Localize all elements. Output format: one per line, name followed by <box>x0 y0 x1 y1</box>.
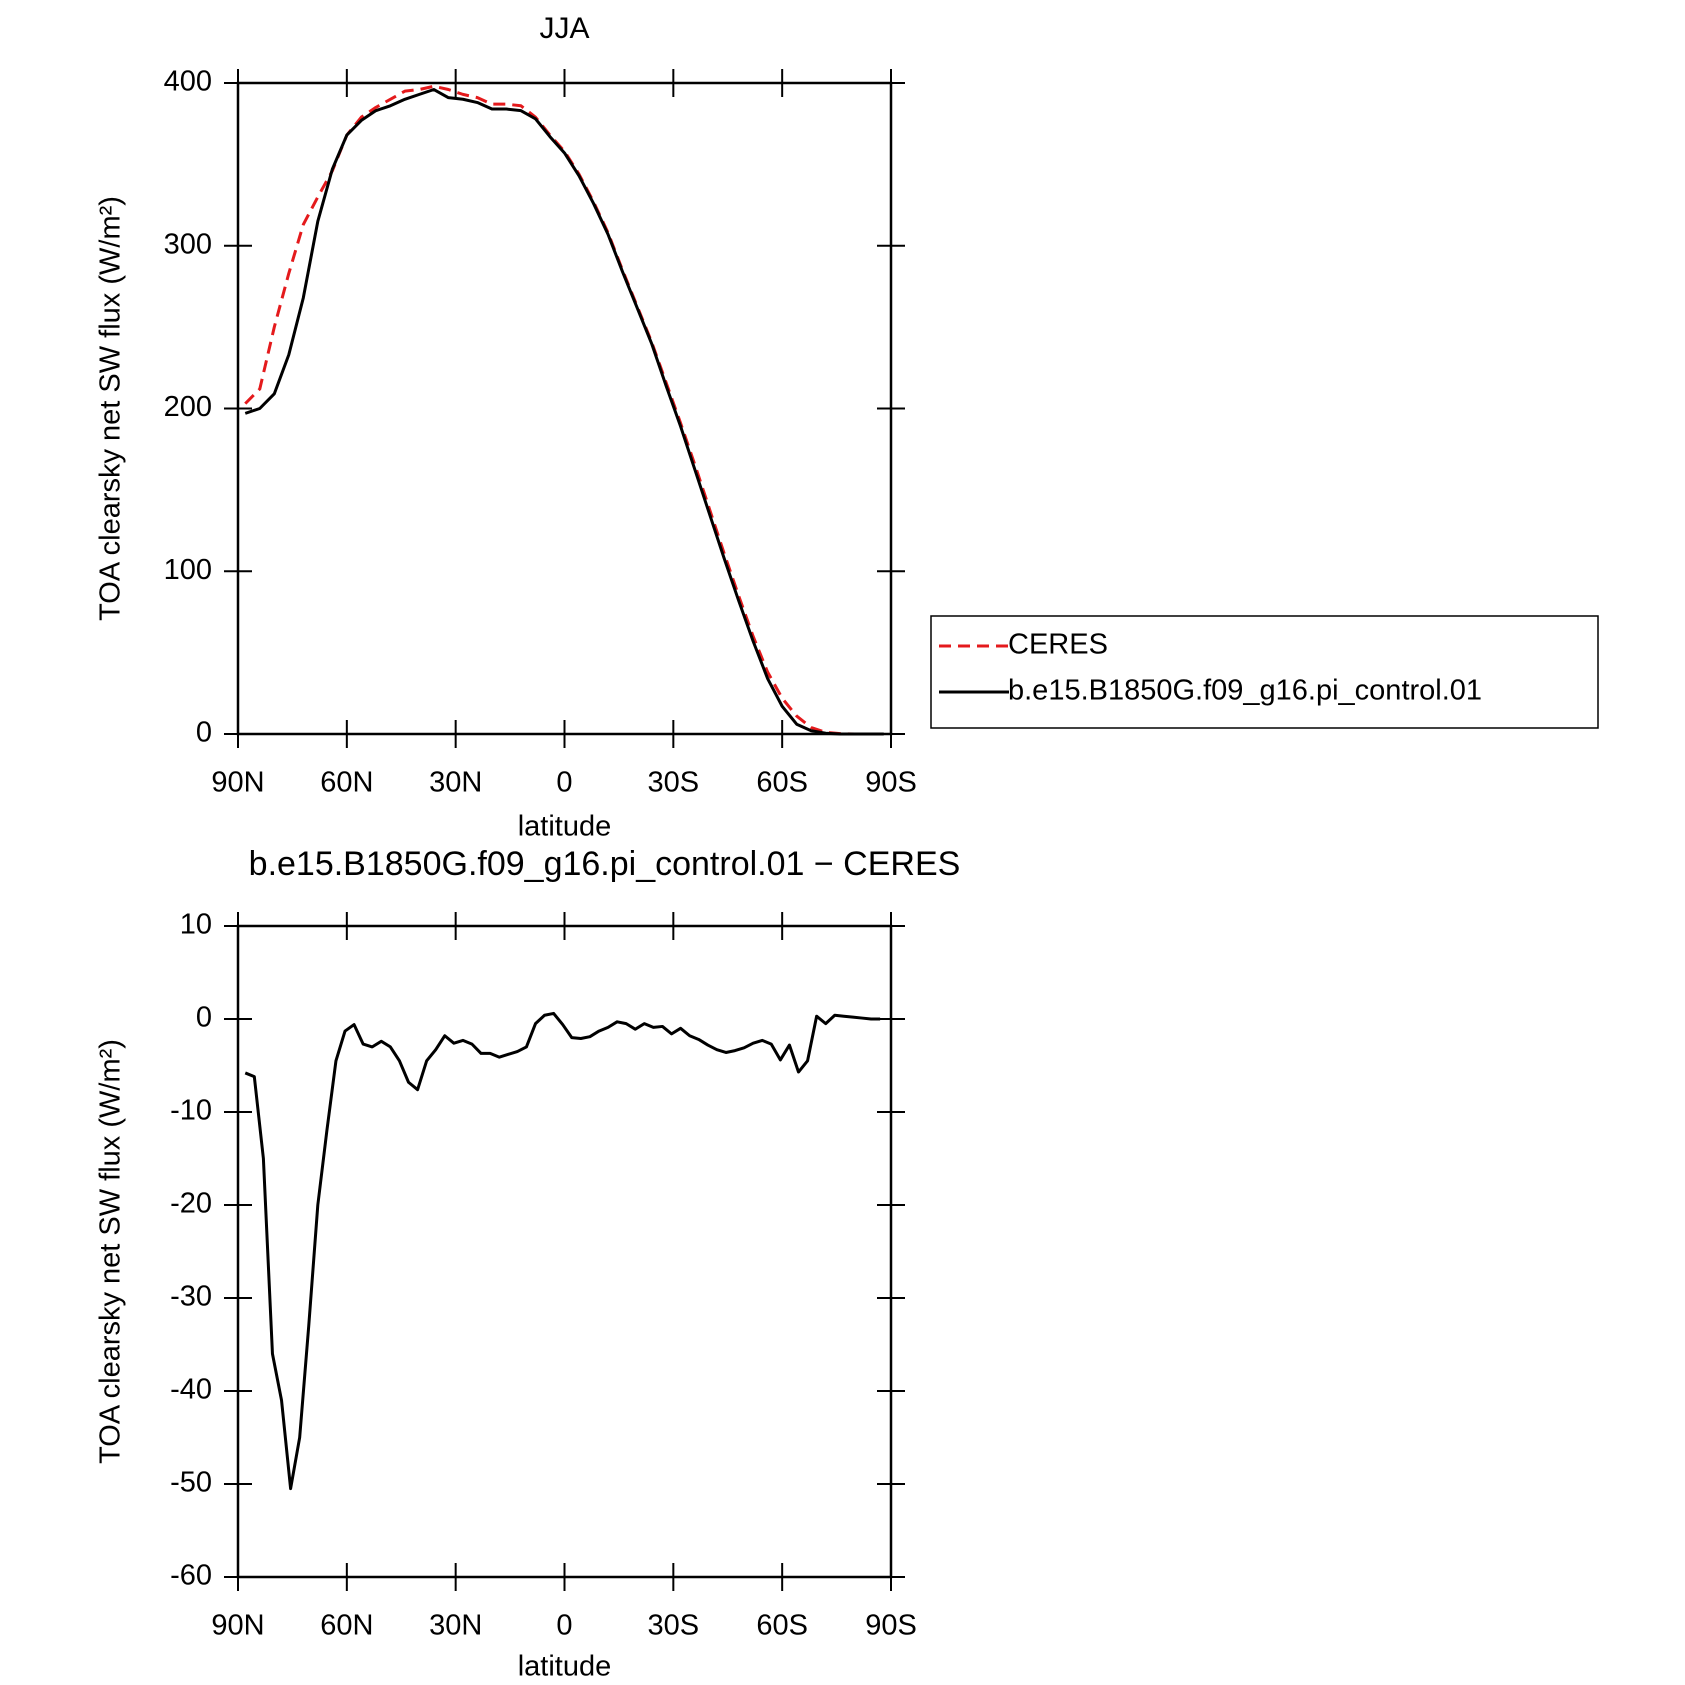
x-tick-label: 60N <box>320 1610 373 1642</box>
y-axis-label: TOA clearsky net SW flux (W/m²) <box>95 1039 127 1464</box>
legend-box <box>930 615 1599 729</box>
y-tick-label: 400 <box>164 66 212 98</box>
x-tick-label: 60S <box>756 1610 808 1642</box>
y-tick-label: -20 <box>170 1188 212 1220</box>
y-tick-label: -50 <box>170 1467 212 1499</box>
legend-label: CERES <box>1008 629 1108 661</box>
chart-title: JJA <box>539 12 589 45</box>
plot-frame <box>236 81 893 736</box>
x-tick-label: 30N <box>429 1610 482 1642</box>
x-tick-label: 60S <box>756 767 808 799</box>
x-tick-label: 0 <box>556 767 572 799</box>
data-line <box>244 1011 881 1491</box>
data-line <box>244 84 884 736</box>
y-tick-label: -40 <box>170 1374 212 1406</box>
y-tick-label: -10 <box>170 1095 212 1127</box>
x-tick-label: 90N <box>211 767 264 799</box>
x-tick-label: 30N <box>429 767 482 799</box>
x-axis-label: latitude <box>518 1651 612 1683</box>
y-tick-label: 10 <box>180 909 212 941</box>
x-tick-label: 60N <box>320 767 373 799</box>
data-line <box>244 88 884 736</box>
x-tick-label: 90S <box>865 767 917 799</box>
x-tick-label: 90S <box>865 1610 917 1642</box>
x-tick-label: 0 <box>556 1610 572 1642</box>
chart-title: b.e15.B1850G.f09_g16.pi_control.01 − CER… <box>249 845 961 883</box>
y-tick-label: 300 <box>164 228 212 260</box>
legend-label: b.e15.B1850G.f09_g16.pi_control.01 <box>1008 675 1482 707</box>
y-tick-label: 200 <box>164 391 212 423</box>
y-tick-label: 0 <box>196 717 212 749</box>
x-axis-label: latitude <box>518 811 612 843</box>
x-tick-label: 90N <box>211 1610 264 1642</box>
y-tick-label: 0 <box>196 1002 212 1034</box>
plot-frame <box>236 924 893 1579</box>
y-tick-label: 100 <box>164 554 212 586</box>
y-tick-label: -30 <box>170 1281 212 1313</box>
x-tick-label: 30S <box>648 767 700 799</box>
y-axis-label: TOA clearsky net SW flux (W/m²) <box>95 196 127 621</box>
x-tick-label: 30S <box>648 1610 700 1642</box>
y-tick-label: -60 <box>170 1560 212 1592</box>
